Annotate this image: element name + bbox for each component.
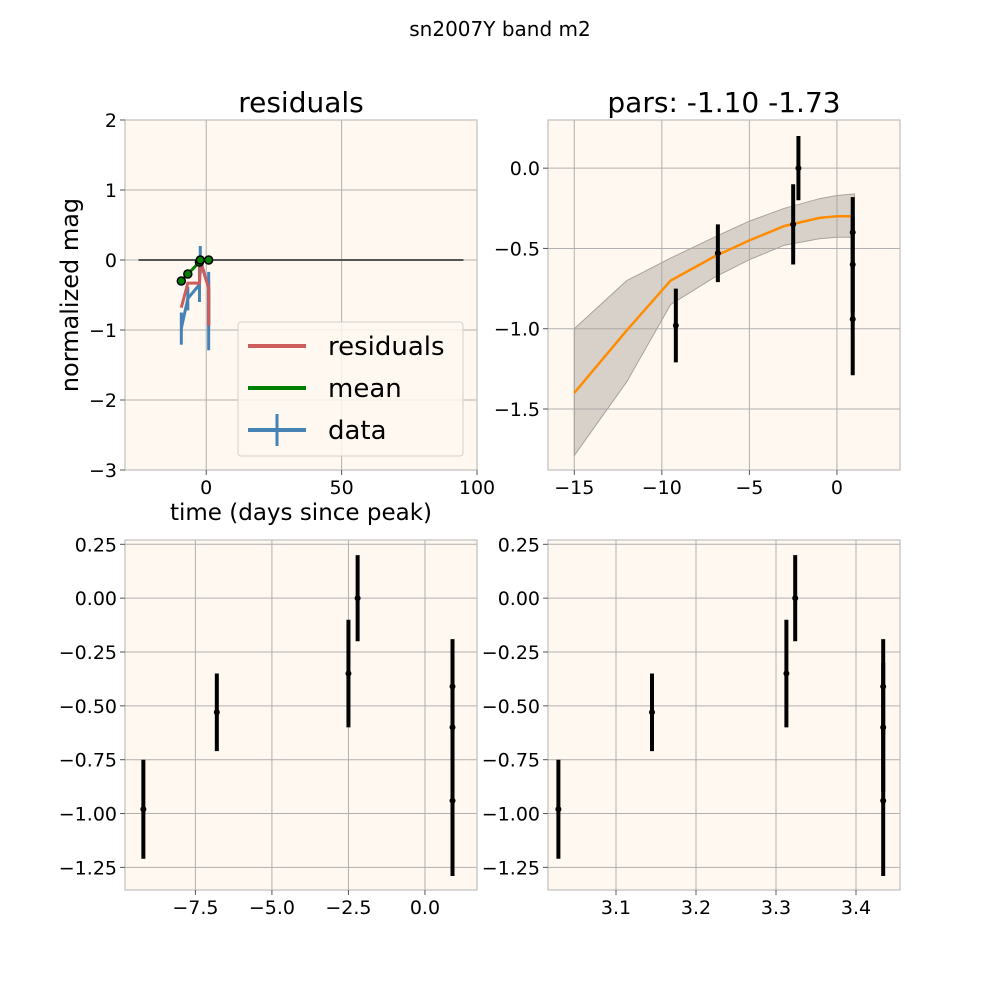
y-tick-label: −1.00 xyxy=(482,804,540,826)
legend-label-data: data xyxy=(328,416,387,446)
logtime-point xyxy=(649,709,655,716)
fit-point xyxy=(714,250,721,257)
fit-point xyxy=(672,322,679,329)
y-tick-label: −2 xyxy=(89,390,117,412)
panel-title: residuals xyxy=(238,86,364,119)
y-tick-label: −1.25 xyxy=(482,857,540,879)
legend: residuals mean data xyxy=(237,321,464,457)
y-tick-label: 0 xyxy=(105,250,117,272)
time-point xyxy=(345,670,352,677)
y-tick-label: 0.0 xyxy=(510,158,540,180)
x-tick-label: 0 xyxy=(831,477,843,499)
y-tick-label: −0.25 xyxy=(482,642,540,664)
x-tick-label: 0.0 xyxy=(410,897,440,919)
y-tick-label: −0.50 xyxy=(59,696,117,718)
panel-fit: −15 −10 −5 0 −1.5 −1.0 −0.5 0.0 pars: -1.10 -1.7… xyxy=(494,86,901,499)
mean-marker xyxy=(203,255,214,265)
plot-area xyxy=(548,540,900,890)
x-axis-label: time (days since peak) xyxy=(170,500,432,526)
logtime-point xyxy=(880,724,887,731)
panel-title: pars: -1.10 -1.73 xyxy=(607,86,840,119)
y-tick-label: −3 xyxy=(89,460,117,482)
x-tick-label: 3.3 xyxy=(761,897,791,919)
fit-point xyxy=(849,316,856,323)
time-point xyxy=(213,709,220,716)
panel-residuals: residuals mean data 0 50 100 −3 −2 −1 0 1 2 residual… xyxy=(56,86,495,526)
y-axis-label: normalized mag xyxy=(56,198,84,392)
plot-area xyxy=(548,120,900,470)
y-tick-label: −1 xyxy=(89,320,117,342)
y-tick-label: −1.5 xyxy=(494,399,540,421)
x-tick-label: 100 xyxy=(459,477,495,499)
x-tick-label: 3.1 xyxy=(601,897,631,919)
time-point xyxy=(449,797,456,804)
plot-content xyxy=(555,555,887,876)
legend-box xyxy=(237,321,464,457)
time-point xyxy=(140,806,147,813)
y-tick-label: 0.25 xyxy=(498,534,540,556)
fit-point xyxy=(790,221,797,228)
mean-marker xyxy=(183,269,193,279)
panel-time: −7.5 −5.0 −2.5 0.0 −1.25 −1.00 −0.75 −0.50 −0.25… xyxy=(59,534,478,919)
legend-label-residuals: residuals xyxy=(328,332,445,362)
mean-marker xyxy=(195,255,206,265)
y-tick-label: −0.75 xyxy=(59,750,117,772)
figure-suptitle: sn2007Y band m2 xyxy=(409,17,590,41)
y-tick-label: −0.5 xyxy=(494,238,540,260)
axes-frame xyxy=(124,539,478,891)
logtime-point xyxy=(783,670,790,677)
x-tick-label: 50 xyxy=(330,477,354,499)
logtime-point xyxy=(555,806,562,813)
plot-content xyxy=(573,136,856,458)
time-point xyxy=(449,683,456,690)
x-tick-label: −7.5 xyxy=(172,897,218,919)
logtime-point xyxy=(792,595,799,602)
fit-point xyxy=(849,261,856,268)
y-tick-label: 0.25 xyxy=(75,534,117,556)
y-tick-label: −1.25 xyxy=(59,857,117,879)
y-tick-label: 0.00 xyxy=(75,588,117,610)
x-tick-label: −15 xyxy=(554,477,594,499)
legend-label-mean: mean xyxy=(328,374,402,404)
fit-point xyxy=(795,165,802,172)
x-tick-label: −5.0 xyxy=(249,897,295,919)
mean-marker xyxy=(176,276,187,286)
y-tick-label: −0.50 xyxy=(482,696,540,718)
x-tick-label: 3.2 xyxy=(681,897,711,919)
model-line xyxy=(573,215,855,394)
x-tick-label: 3.4 xyxy=(841,897,871,919)
time-point xyxy=(449,724,456,731)
axes-frame xyxy=(124,119,478,471)
x-tick-label: −2.5 xyxy=(325,897,371,919)
y-tick-label: −1.00 xyxy=(59,804,117,826)
y-tick-label: −0.25 xyxy=(59,642,117,664)
plot-area xyxy=(125,540,477,890)
logtime-point xyxy=(880,683,887,690)
y-tick-label: 2 xyxy=(105,110,117,132)
y-tick-label: 0.00 xyxy=(498,588,540,610)
plot-content xyxy=(140,555,456,876)
y-tick-label: −0.75 xyxy=(482,750,540,772)
logtime-point xyxy=(880,797,887,804)
fit-point xyxy=(849,229,856,236)
y-tick-label: 1 xyxy=(105,180,117,202)
axes-frame xyxy=(547,119,901,471)
x-tick-label: −10 xyxy=(642,477,682,499)
x-tick-label: −5 xyxy=(735,477,763,499)
plot-content xyxy=(138,246,464,351)
axes-frame xyxy=(547,539,901,891)
panel-logtime: 3.1 3.2 3.3 3.4 −1.25 −1.00 −0.75 −0.50 −0.25 0.0… xyxy=(482,534,901,919)
y-tick-label: −1.0 xyxy=(494,319,540,341)
time-point xyxy=(354,595,361,602)
x-tick-label: 0 xyxy=(200,477,212,499)
